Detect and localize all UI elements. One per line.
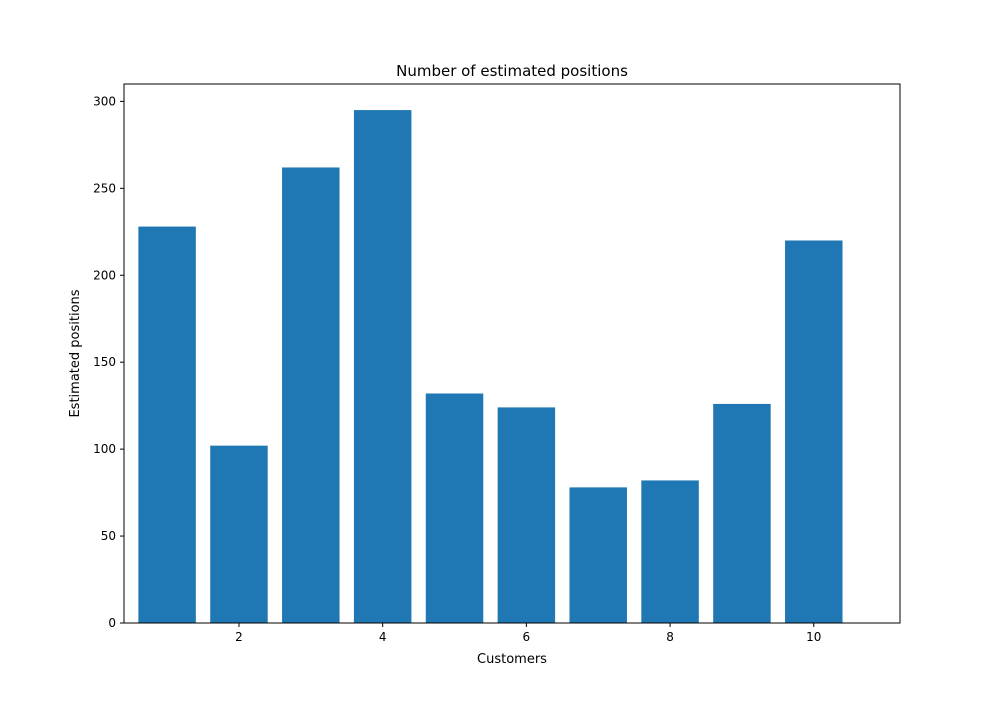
y-tick-label: 100 bbox=[93, 442, 116, 456]
x-tick-label: 4 bbox=[379, 630, 387, 644]
y-tick-label: 300 bbox=[93, 94, 116, 108]
x-axis-label: Customers bbox=[477, 652, 547, 667]
x-tick-label: 6 bbox=[523, 630, 531, 644]
y-axis-label: Estimated positions bbox=[68, 289, 83, 417]
x-tick-label: 10 bbox=[806, 630, 821, 644]
bar-customer-9 bbox=[713, 403, 771, 623]
y-tick-label: 200 bbox=[93, 268, 116, 282]
x-tick-label: 8 bbox=[666, 630, 674, 644]
bar-customer-7 bbox=[569, 487, 627, 623]
y-tick-label: 250 bbox=[93, 181, 116, 195]
bars-group bbox=[138, 110, 843, 624]
bar-customer-8 bbox=[641, 480, 699, 623]
bar-customer-1 bbox=[138, 226, 196, 623]
x-axis-ticks: 2 4 6 8 10 bbox=[235, 623, 821, 644]
plot-frame bbox=[123, 83, 901, 624]
y-axis-ticks: 0 50 100 150 200 250 300 bbox=[93, 94, 124, 630]
chart-title: Number of estimated positions bbox=[396, 62, 628, 80]
x-tick-label: 2 bbox=[235, 630, 243, 644]
bar-customer-5 bbox=[425, 393, 484, 623]
y-tick-label: 0 bbox=[108, 616, 116, 630]
bar-customer-10 bbox=[785, 240, 843, 623]
bar-customer-6 bbox=[497, 407, 556, 623]
bar-customer-2 bbox=[210, 445, 268, 623]
y-tick-label: 50 bbox=[101, 529, 116, 543]
bar-customer-3 bbox=[282, 167, 340, 623]
y-tick-label: 150 bbox=[93, 355, 116, 369]
bar-customer-4 bbox=[353, 110, 412, 624]
